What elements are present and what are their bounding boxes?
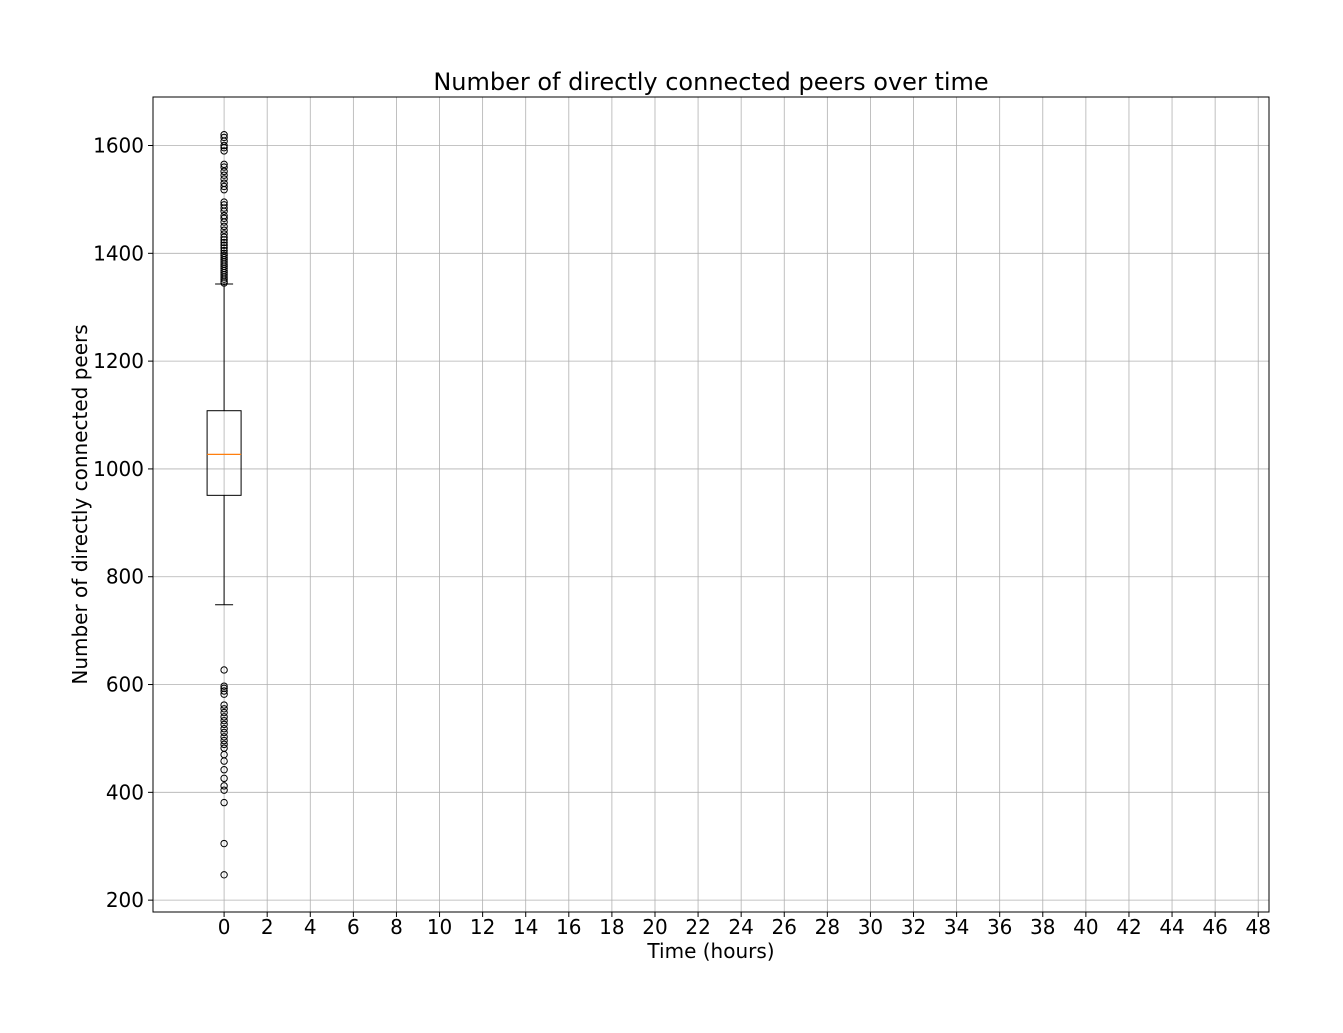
- box-iqr: [206, 410, 242, 496]
- outlier-point: [220, 226, 228, 234]
- outlier-point: [220, 233, 228, 241]
- x-tick-label: 0: [218, 915, 231, 939]
- outlier-point: [220, 167, 228, 176]
- outlier-point: [220, 720, 228, 729]
- x-tick-label: 6: [347, 915, 360, 939]
- x-tick-label: 42: [1116, 915, 1141, 939]
- x-tick-label: 48: [1246, 915, 1271, 939]
- x-tick-label: 10: [427, 915, 452, 939]
- x-tick-label: 12: [470, 915, 495, 939]
- outlier-point: [220, 275, 228, 283]
- y-tick-label: 200: [106, 888, 144, 912]
- y-tick-label: 1000: [93, 457, 144, 481]
- outlier-point: [220, 204, 228, 212]
- outlier-point: [220, 141, 228, 150]
- outlier-point: [220, 246, 228, 255]
- outlier-point: [220, 218, 228, 226]
- x-tick-label: 40: [1073, 915, 1098, 939]
- y-tick-label: 1600: [93, 134, 144, 158]
- outlier-point: [220, 241, 228, 249]
- plot-area: [206, 131, 242, 879]
- x-tick-label: 20: [642, 915, 667, 939]
- outlier-point: [220, 871, 228, 879]
- outlier-point: [220, 182, 228, 191]
- outlier-point: [220, 725, 228, 733]
- outlier-point: [220, 728, 228, 737]
- outlier-point: [220, 214, 228, 222]
- x-tick-label: 24: [728, 915, 753, 939]
- x-tick-label: 18: [599, 915, 624, 939]
- outlier-point: [220, 244, 228, 252]
- outlier-point: [220, 238, 228, 247]
- y-tick-label: 400: [106, 780, 144, 804]
- outlier-point: [220, 666, 228, 674]
- outlier-point: [220, 682, 228, 690]
- x-axis-label: Time (hours): [646, 939, 774, 963]
- x-tick-label: 22: [685, 915, 710, 939]
- x-tick-label: 26: [772, 915, 797, 939]
- y-tick-label: 1400: [93, 241, 144, 265]
- grid-lines: [153, 97, 1269, 912]
- outlier-point: [220, 701, 228, 709]
- box-group: [206, 131, 242, 879]
- outlier-point: [220, 736, 228, 745]
- x-tick-label: 32: [901, 915, 926, 939]
- x-tick-label: 16: [556, 915, 581, 939]
- outlier-point: [220, 786, 228, 794]
- x-tick-label: 30: [858, 915, 883, 939]
- x-tick-label: 34: [944, 915, 969, 939]
- outlier-point: [220, 705, 228, 713]
- outlier-point: [220, 222, 228, 231]
- x-tick-label: 46: [1202, 915, 1227, 939]
- x-tick-label: 36: [987, 915, 1012, 939]
- outlier-point: [220, 687, 228, 695]
- x-tick-label: 8: [390, 915, 403, 939]
- outlier-point: [220, 733, 228, 741]
- outlier-point: [220, 279, 228, 287]
- outlier-point: [220, 839, 228, 848]
- outlier-point: [220, 160, 228, 169]
- x-axis-ticks: 0 2 4 6 8 10 12 14 16 18 20 22 24 26 28 30 32 34 36 38 40 42 4…: [218, 912, 1271, 939]
- chart-title: Number of directly connected peers over …: [433, 68, 988, 96]
- outlier-point: [220, 765, 228, 774]
- outlier-point: [220, 713, 228, 721]
- x-tick-label: 44: [1159, 915, 1184, 939]
- outlier-point: [220, 147, 228, 155]
- outlier-point: [220, 133, 228, 142]
- x-tick-label: 28: [815, 915, 840, 939]
- outlier-point: [220, 774, 228, 783]
- outlier-point: [220, 757, 228, 765]
- outlier-point: [220, 163, 228, 171]
- x-tick-label: 4: [304, 915, 317, 939]
- outlier-point: [220, 798, 228, 807]
- axes-frame: [152, 96, 1270, 913]
- y-tick-label: 1200: [93, 349, 144, 373]
- y-axis-ticks: 200 400 600 800 1000 1200 1400 1600: [93, 134, 153, 912]
- x-tick-label: 14: [513, 915, 538, 939]
- y-tick-label: 800: [106, 565, 144, 589]
- outlier-point: [220, 236, 228, 244]
- outlier-point: [220, 143, 228, 152]
- x-tick-label: 38: [1030, 915, 1055, 939]
- outlier-point: [220, 782, 228, 790]
- outlier-point: [220, 207, 228, 215]
- outlier-point: [220, 740, 228, 749]
- outlier-point: [220, 690, 228, 698]
- outlier-point: [220, 716, 228, 725]
- outlier-point: [220, 171, 228, 179]
- outlier-point: [220, 186, 228, 194]
- outlier-point: [220, 175, 228, 183]
- y-axis-label: Number of directly connected peers: [68, 324, 92, 684]
- x-tick-label: 2: [261, 915, 274, 939]
- outlier-point: [220, 708, 228, 717]
- y-tick-label: 600: [106, 673, 144, 697]
